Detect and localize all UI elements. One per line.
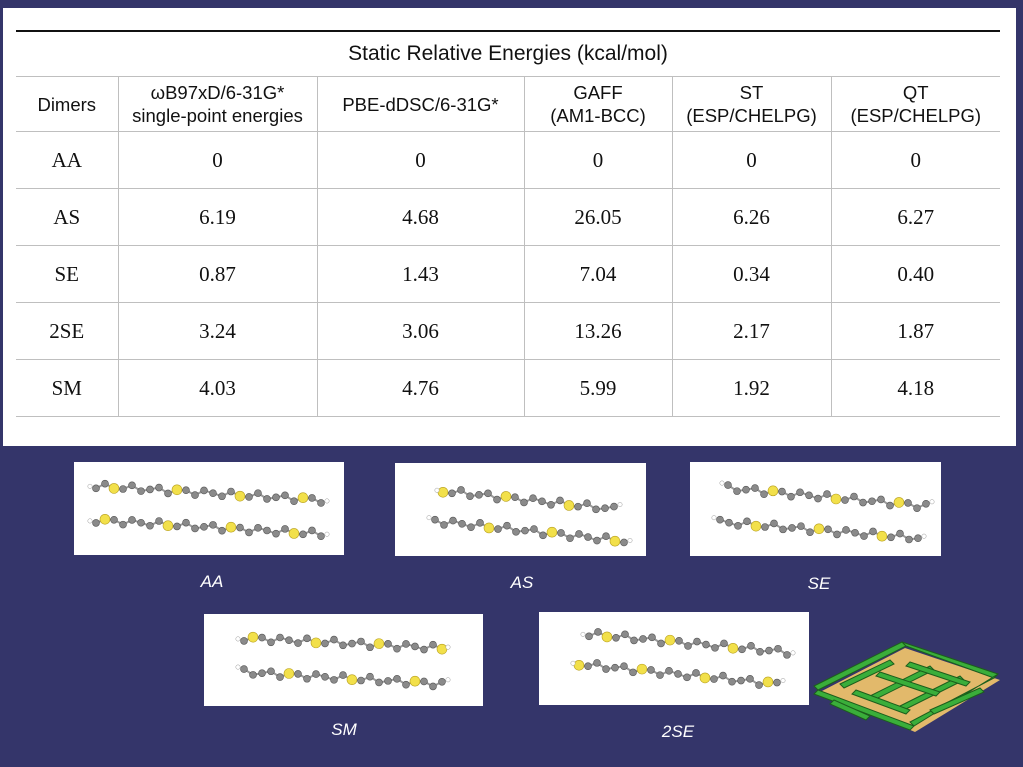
- caption-as: AS: [510, 573, 534, 592]
- dimer-image-sm: [204, 614, 483, 706]
- table-row: SE 0.87 1.43 7.04 0.34 0.40: [16, 245, 1000, 303]
- energy-value-cell: 6.27: [830, 188, 1000, 246]
- dimer-image-se: [690, 462, 941, 556]
- energy-value-cell: 0: [316, 131, 524, 189]
- energy-value-cell: 4.18: [830, 359, 1000, 417]
- energy-table: Static Relative Energies (kcal/mol) Dime…: [16, 30, 1000, 417]
- energy-value-cell: 0: [117, 131, 317, 189]
- column-header-line: ωB97xD/6-31G*: [150, 82, 285, 103]
- table-row: AS 6.19 4.68 26.05 6.26 6.27: [16, 188, 1000, 246]
- column-header-line: GAFF: [573, 82, 623, 103]
- energy-value-cell: 3.24: [117, 302, 317, 360]
- dimer-name-cell: 2SE: [16, 302, 118, 360]
- caption-sm: SM: [331, 720, 357, 739]
- column-header: GAFF (AM1-BCC): [523, 76, 672, 132]
- energy-value-cell: 2.17: [671, 302, 831, 360]
- dimer-name-cell: AS: [16, 188, 118, 246]
- dimer-image-as: [395, 463, 646, 556]
- energy-value-cell: 7.04: [523, 245, 672, 303]
- table-row: SM 4.03 4.76 5.99 1.92 4.18: [16, 359, 1000, 417]
- energy-value-cell: 0.34: [671, 245, 831, 303]
- energy-value-cell: 4.68: [316, 188, 524, 246]
- column-header-line: ST: [739, 82, 764, 103]
- table-row: 2SE 3.24 3.06 13.26 2.17 1.87: [16, 302, 1000, 360]
- energy-value-cell: 0.87: [117, 245, 317, 303]
- energy-value-cell: 5.99: [523, 359, 672, 417]
- column-header: Dimers: [16, 76, 118, 132]
- column-header-line: Dimers: [37, 93, 97, 115]
- energy-value-cell: 1.43: [316, 245, 524, 303]
- energy-value-cell: 26.05: [523, 188, 672, 246]
- caption-aa: AA: [200, 572, 224, 591]
- column-header-line: (AM1-BCC): [550, 105, 646, 126]
- energy-value-cell: 13.26: [523, 302, 672, 360]
- column-header-line: (ESP/CHELPG): [686, 105, 817, 126]
- column-header: PBE-dDSC/6-31G*: [316, 76, 524, 132]
- caption-2se: 2SE: [661, 722, 695, 741]
- energy-value-cell: 4.03: [117, 359, 317, 417]
- maze-clipart-icon: [813, 641, 1000, 732]
- energy-value-cell: 0: [523, 131, 672, 189]
- column-header-line: PBE-dDSC/6-31G*: [342, 93, 499, 115]
- energy-value-cell: 6.19: [117, 188, 317, 246]
- column-header-line: single-point energies: [132, 105, 303, 126]
- energy-table-panel: Static Relative Energies (kcal/mol) Dime…: [3, 8, 1016, 446]
- table-body: AA 0 0 0 0 0 AS 6.19 4.68 26.05 6.26 6.27 SE 0.87 1.43…: [16, 131, 1000, 417]
- table-header-row: Dimers ωB97xD/6-31G* single-point energies…: [16, 76, 1000, 132]
- dimer-name-cell: SM: [16, 359, 118, 417]
- dimer-name-cell: SE: [16, 245, 118, 303]
- dimer-image-2se: [539, 612, 809, 705]
- energy-value-cell: 1.92: [671, 359, 831, 417]
- energy-value-cell: 4.76: [316, 359, 524, 417]
- column-header-line: (ESP/CHELPG): [850, 105, 982, 126]
- column-header: ωB97xD/6-31G* single-point energies: [117, 76, 317, 132]
- table-title: Static Relative Energies (kcal/mol): [16, 30, 1000, 77]
- energy-value-cell: 0: [830, 131, 1000, 189]
- energy-value-cell: 0: [671, 131, 831, 189]
- energy-value-cell: 1.87: [830, 302, 1000, 360]
- energy-value-cell: 0.40: [830, 245, 1000, 303]
- column-header: QT (ESP/CHELPG): [830, 76, 1000, 132]
- energy-value-cell: 6.26: [671, 188, 831, 246]
- dimer-name-cell: AA: [16, 131, 118, 189]
- caption-se: SE: [807, 574, 831, 593]
- energy-value-cell: 3.06: [316, 302, 524, 360]
- dimer-image-aa: [74, 462, 344, 555]
- column-header-line: QT: [902, 82, 929, 103]
- column-header: ST (ESP/CHELPG): [671, 76, 831, 132]
- table-row: AA 0 0 0 0 0: [16, 131, 1000, 189]
